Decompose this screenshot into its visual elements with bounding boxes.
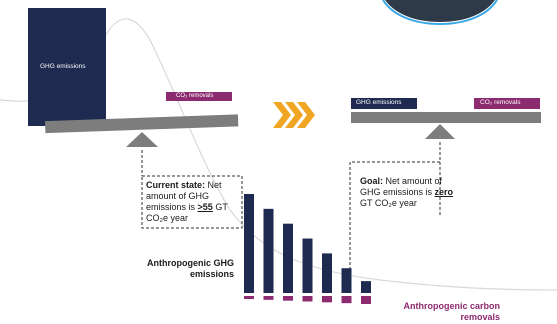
current-state-box [141, 175, 243, 229]
emission-bar [361, 281, 371, 293]
removal-bar [244, 296, 254, 299]
emission-bar [244, 194, 254, 293]
anthropogenic-ghg-emissions-label: Anthropogenic GHG emissions [147, 258, 234, 279]
emission-bars [244, 194, 371, 304]
goal-text-2: GT CO₂e year [360, 198, 417, 208]
current-state-heading: Current state: [146, 180, 206, 190]
current-state-text-2: GT CO₂e year [146, 202, 228, 223]
ghg-emissions-block-label: GHG emissions [40, 63, 86, 70]
right-fulcrum [425, 124, 455, 139]
removal-bar [341, 296, 352, 304]
left-fulcrum [126, 132, 158, 147]
right-ghg-emissions-block [351, 98, 417, 109]
removal-bar [302, 296, 313, 302]
emission-bar [322, 253, 332, 293]
removal-bar [361, 296, 371, 304]
goal-text-1: Net amount of GHG emissions is [360, 176, 443, 197]
top-right-globe-rim [382, 0, 498, 26]
right-ghg-emissions-label: GHG emissions [356, 99, 402, 106]
emission-bar [263, 208, 274, 293]
removal-bar [263, 296, 274, 300]
goal-value: zero [434, 187, 454, 197]
right-dashed-connector [349, 142, 441, 283]
emission-bar [341, 268, 352, 293]
anthropogenic-carbon-removals-label: Anthropogenic carbon removals [403, 301, 501, 322]
current-state-value: >55 [197, 202, 213, 212]
goal-text: Goal: Net amount of GHG emissions is zer… [360, 176, 460, 209]
top-right-globe [385, 0, 495, 22]
goal-heading: Goal: [360, 176, 384, 186]
progress-chevrons-icon [273, 102, 315, 128]
emission-bar [283, 223, 293, 293]
co2-removals-label: CO₂ removals [176, 93, 214, 99]
right-co2-removals-block [474, 98, 540, 109]
removal-bar [283, 296, 293, 301]
right-co2-removals-label: CO₂ removals [480, 99, 521, 106]
current-state-text: Current state: Net amount of GHG emissio… [146, 180, 241, 224]
co2-removals-block [166, 92, 232, 101]
removal-bar [322, 296, 332, 303]
current-state-text-1: Net amount of GHG emissions is [146, 180, 222, 212]
ghg-emissions-block [28, 8, 106, 126]
emission-bar [302, 238, 313, 293]
left-balance-beam [44, 114, 239, 134]
right-balance-beam [351, 112, 541, 123]
